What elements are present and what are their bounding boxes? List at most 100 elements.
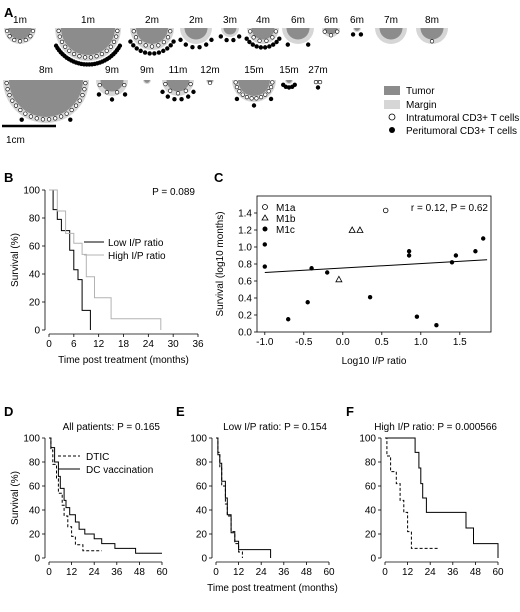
intratumoral-cd3-marker (56, 28, 61, 33)
panel-letter-f: F (346, 404, 354, 419)
tumor-label: 12m (200, 65, 219, 76)
intratumoral-cd3-marker (46, 117, 52, 122)
p-value-annotation: Low I/P ratio: P = 0.154 (223, 422, 327, 433)
x-tick-label: -1.0 (256, 337, 274, 348)
peritumoral-cd3-marker (247, 39, 252, 45)
intratumoral-cd3-marker (183, 88, 188, 93)
panel-e-chart: 0 12 24 36 48 60 0 20 40 60 80 100 Low I/P ratio: P … (190, 422, 338, 594)
peritumoral-cd3-marker (250, 42, 256, 47)
y-tick-label: 0.8 (238, 260, 252, 271)
intratumoral-cd3-marker (28, 114, 33, 119)
peritumoral-cd3-marker (134, 46, 139, 51)
legend-m1a-label: M1a (276, 203, 296, 214)
y-tick-label: 100 (359, 434, 376, 445)
peritumoral-cd3-marker (68, 117, 73, 122)
tumor-core (286, 28, 310, 40)
survival-curve-dtic (385, 437, 438, 549)
peritumoral-cd3-marker (165, 94, 171, 99)
y-tick-label: 80 (29, 214, 41, 225)
x-tick-label: 48 (301, 567, 313, 578)
peritumoral-cd3-marker (165, 46, 170, 51)
peritumoral-cd3-marker (96, 92, 102, 97)
intratumoral-cd3-marker (99, 51, 105, 57)
peritumoral-cd3-marker (236, 34, 242, 39)
legend-intratumoral-label: Intratumoral CD3+ T cells (406, 113, 519, 124)
panel-letter-b: B (4, 170, 13, 185)
panel-d-legend: DTIC DC vaccination (58, 452, 153, 476)
peritumoral-cd3-marker (142, 50, 148, 55)
x-tick-label: 36 (278, 567, 290, 578)
legend-margin-swatch (384, 100, 400, 109)
y-tick-label: 20 (365, 530, 377, 541)
x-tick-label: 60 (323, 567, 335, 578)
intratumoral-cd3-marker (188, 81, 193, 87)
x-tick-label: 0 (46, 339, 52, 350)
intratumoral-cd3-marker (122, 82, 127, 88)
intratumoral-cd3-marker (73, 103, 79, 108)
x-tick-label: 36 (111, 567, 123, 578)
peritumoral-cd3-marker (138, 48, 143, 54)
peritumoral-cd3-marker (117, 43, 123, 48)
tumor-core (420, 28, 444, 40)
intratumoral-cd3-marker (59, 114, 64, 119)
peritumoral-cd3-marker (178, 37, 183, 43)
y-tick-label: 40 (29, 506, 41, 517)
intratumoral-cd3-marker (77, 98, 82, 103)
x-tick-label: 0 (213, 567, 219, 578)
point-m1c (325, 270, 330, 275)
legend-intratumoral-marker (388, 113, 396, 121)
intratumoral-cd3-marker (143, 43, 148, 48)
peritumoral-cd3-marker (197, 44, 202, 50)
peritumoral-cd3-marker (190, 44, 195, 50)
intratumoral-cd3-marker (168, 29, 173, 34)
intratumoral-cd3-marker (57, 34, 62, 39)
peritumoral-cd3-marker (315, 85, 321, 90)
legend-dtic-label: DTIC (86, 452, 109, 463)
intratumoral-cd3-marker (114, 34, 119, 39)
intratumoral-cd3-marker (257, 38, 262, 43)
tumor-label: 9m (140, 65, 154, 76)
x-tick-label: 0 (46, 567, 52, 578)
intratumoral-cd3-marker (317, 79, 323, 85)
y-tick-label: 0.6 (238, 277, 252, 288)
tumor-core (354, 28, 360, 31)
tumor-core (184, 28, 208, 40)
y-tick-label: 40 (196, 506, 208, 517)
y-tick-label: 60 (196, 482, 208, 493)
legend-m1c-label: M1c (276, 225, 295, 236)
y-tick-label: 1.2 (238, 226, 252, 237)
correlation-annotation: r = 0.12, P = 0.62 (411, 203, 489, 214)
tumor-label: 2m (145, 15, 159, 26)
tumor-core (379, 28, 403, 40)
peritumoral-cd3-marker (358, 32, 364, 37)
y-tick-label: 100 (23, 434, 40, 445)
y-tick-label: 80 (365, 458, 377, 469)
peritumoral-cd3-marker (183, 42, 189, 47)
survival-curve-dc-vaccination (216, 437, 272, 558)
panel-letter-e: E (176, 404, 185, 419)
legend-m1b-marker (261, 214, 269, 221)
tumor-core (166, 80, 190, 92)
y-tick-label: 0.2 (238, 311, 252, 322)
peritumoral-cd3-marker (305, 42, 311, 47)
peritumoral-cd3-marker (185, 94, 191, 99)
y-tick-label: 100 (23, 186, 40, 197)
intratumoral-cd3-marker (313, 79, 319, 85)
tumor-label: 4m (256, 15, 270, 26)
legend-tumor-swatch (384, 86, 400, 95)
intratumoral-cd3-marker (168, 88, 173, 93)
tumor-label: 9m (105, 65, 119, 76)
y-tick-label: 80 (29, 458, 41, 469)
x-tick-label: 24 (425, 567, 437, 578)
point-m1c (286, 317, 291, 322)
intratumoral-cd3-marker (133, 35, 139, 40)
intratumoral-cd3-marker (258, 94, 264, 100)
point-m1b (335, 275, 343, 283)
peritumoral-cd3-marker (128, 39, 133, 44)
x-tick-label: 6 (71, 339, 77, 350)
x-axis-label: Time post treatment (months) (207, 583, 338, 594)
y-tick-label: 80 (196, 458, 208, 469)
peritumoral-cd3-marker (19, 117, 24, 122)
